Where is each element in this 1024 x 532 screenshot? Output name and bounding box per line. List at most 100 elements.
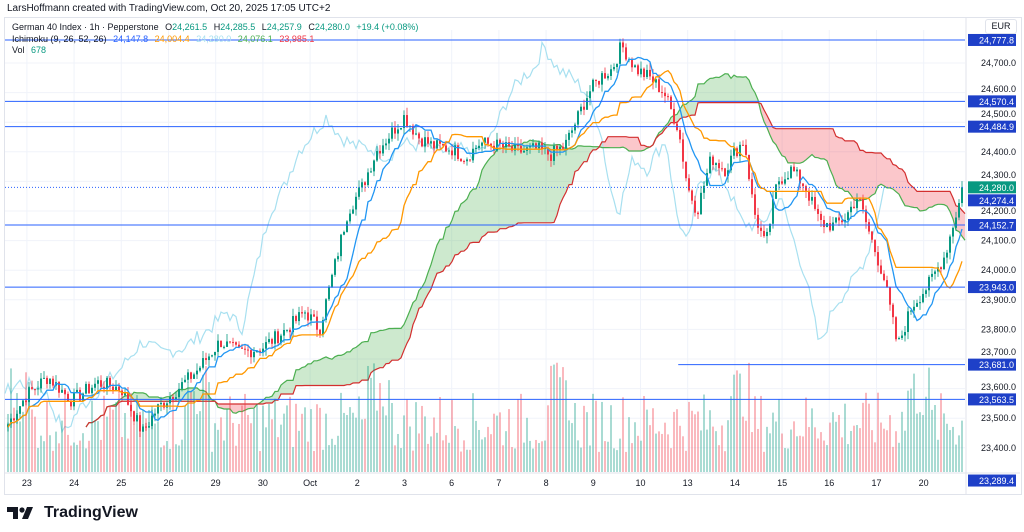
candle-body [226,341,228,347]
volume-bar [883,428,885,472]
candle-body [781,181,783,184]
cloud-segment [233,404,236,414]
cloud-segment [404,317,407,351]
time-tick-label: 7 [496,478,501,488]
volume-bar [265,427,267,472]
cloud-segment [848,140,851,196]
volume-bar [91,400,93,472]
price-tick-label: 23,600.0 [981,382,1016,392]
candle [871,230,873,243]
volume-bar [715,431,717,472]
candle-body [739,144,741,157]
candle [709,152,711,175]
candle-body [19,406,21,414]
volume-label[interactable]: Vol [12,45,25,55]
ichimoku-label[interactable]: Ichimoku (9, 26, 52, 26) [12,33,107,44]
candle [751,172,753,198]
candle-body [538,142,540,149]
volume-bar [43,441,45,472]
cloud-segment [386,328,389,364]
candle-body [502,143,504,148]
candle [514,137,516,156]
volume-bar [919,412,921,472]
cloud-segment [242,404,245,412]
candle-body [664,92,666,97]
candle-body [697,212,699,215]
candle [316,310,318,338]
candle [307,306,309,327]
candle-body [190,372,192,379]
volume-bar [766,426,768,472]
candle-body [472,148,474,161]
volume-bar [55,431,57,472]
cloud-segment [923,191,926,211]
cloud-segment [365,341,368,381]
tradingview-logo[interactable]: TradingView [7,504,138,522]
candle-body [163,402,165,408]
candle-body [931,273,933,277]
candle [649,62,651,80]
ichimoku-legend-row[interactable]: Ichimoku (9, 26, 52, 26) 24,147.8 24,004… [12,34,422,46]
cloud-segment [761,103,764,122]
volume-bar [895,431,897,472]
candle-body [322,319,324,335]
volume-bar [754,396,756,472]
candle-body [580,106,582,112]
candle [685,161,687,182]
candle-body [796,169,798,172]
volume-bar [802,436,804,472]
candle-body [136,415,138,422]
candle-body [952,227,954,237]
cloud-segment [494,148,497,233]
cloud-segment [593,146,596,150]
candle [637,63,639,77]
candle-body [586,98,588,110]
volume-bar [109,406,111,472]
price-level-tag [968,358,1016,371]
candle-body [319,329,321,335]
candle [712,154,714,171]
candle [616,63,618,73]
volume-bar [511,447,513,472]
candle-body [49,378,51,384]
candle [64,387,66,395]
candle-body [871,231,873,240]
candle-body [748,154,750,180]
candle-body [127,392,129,405]
volume-bar [436,432,438,472]
volume-bar [898,442,900,472]
currency-button[interactable]: EUR [985,19,1017,34]
volume-bar [241,405,243,472]
candle-body [478,145,480,148]
volume-bar [310,409,312,472]
cloud-segment [929,191,932,208]
candle [931,268,933,282]
candle-body [424,137,426,147]
cloud-segment [518,144,521,224]
volume-bar [37,447,39,472]
volume-bar [910,388,912,472]
volume-bar [340,392,342,472]
volume-bar [7,413,9,472]
candle-body [391,127,393,139]
candle [13,417,15,421]
candle [214,351,216,361]
candle-body [259,350,261,353]
candle-body [655,79,657,83]
cloud-segment [356,345,359,383]
symbol-legend-row[interactable]: German 40 Index · 1h · Pepperstone O24,2… [12,22,422,34]
cloud-segment [584,146,587,162]
candle-body [901,335,903,339]
volume-bar [298,430,300,472]
candle [193,372,195,379]
cloud-segment [737,76,740,103]
candle-body [808,190,810,201]
candle-body [802,183,804,187]
price-tick-label: 24,500.0 [981,109,1016,119]
candle [382,138,384,157]
volume-legend-row[interactable]: Vol 678 [12,45,422,57]
cloud-segment [398,328,401,361]
cloud-segment [539,141,542,223]
symbol-name[interactable]: German 40 Index · 1h · Pepperstone [12,22,159,32]
